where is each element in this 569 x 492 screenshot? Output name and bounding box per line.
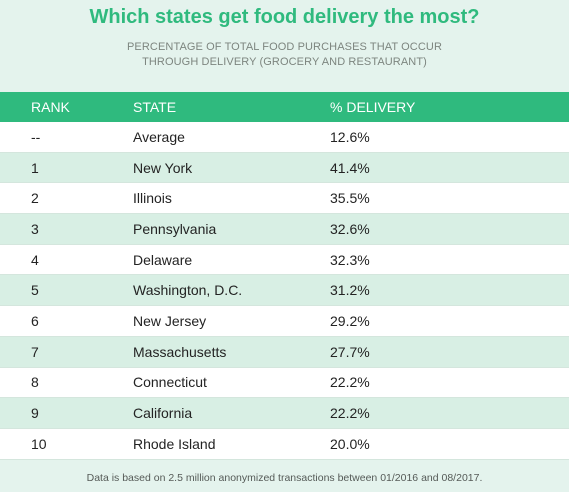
table-row: 6 New Jersey 29.2% (0, 306, 569, 337)
table-row: 10 Rhode Island 20.0% (0, 428, 569, 460)
table-row: 8 Connecticut 22.2% (0, 367, 569, 399)
table-row: 1 New York 41.4% (0, 152, 569, 184)
footnote: Data is based on 2.5 million anonymized … (86, 472, 483, 484)
state-cell: California (133, 405, 193, 422)
delivery-cell: 20.0% (330, 435, 370, 452)
state-cell: Pennsylvania (133, 220, 217, 237)
state-cell: Illinois (133, 190, 172, 207)
delivery-cell: 32.6% (330, 220, 370, 237)
table-row: 9 California 22.2% (0, 398, 569, 429)
table-row: 7 Massachusetts 27.7% (0, 336, 569, 368)
rank-cell: 7 (31, 343, 39, 360)
rank-cell: 6 (31, 312, 39, 329)
rank-cell: 8 (31, 374, 39, 391)
table-row: 3 Pennsylvania 32.6% (0, 214, 569, 245)
state-cell: Massachusetts (133, 343, 227, 360)
delivery-cell: 22.2% (330, 374, 370, 391)
delivery-cell: 32.3% (330, 251, 370, 268)
rank-cell: 5 (31, 282, 39, 299)
state-cell: New Jersey (133, 312, 207, 329)
state-cell: Rhode Island (133, 435, 216, 452)
table-row: -- Average 12.6% (0, 122, 569, 153)
delivery-cell: 12.6% (330, 128, 370, 145)
chart-subtitle: PERCENTAGE OF TOTAL FOOD PURCHASES THAT … (0, 40, 569, 70)
table-row: 5 Washington, D.C. 31.2% (0, 275, 569, 307)
delivery-cell: 27.7% (330, 343, 370, 360)
table-row: 2 Illinois 35.5% (0, 183, 569, 215)
state-cell: Connecticut (133, 374, 207, 391)
subtitle-line-1: PERCENTAGE OF TOTAL FOOD PURCHASES THAT … (127, 41, 442, 53)
rank-cell: -- (31, 128, 41, 145)
header-delivery: % DELIVERY (330, 99, 416, 115)
table-header-row: RANK STATE % DELIVERY (0, 92, 569, 122)
table-row: 4 Delaware 32.3% (0, 244, 569, 276)
state-cell: Washington, D.C. (133, 282, 243, 299)
rank-cell: 10 (31, 435, 47, 452)
rank-cell: 3 (31, 220, 39, 237)
rank-cell: 9 (31, 405, 39, 422)
delivery-cell: 35.5% (330, 190, 370, 207)
delivery-cell: 31.2% (330, 282, 370, 299)
state-cell: Delaware (133, 251, 193, 268)
rank-cell: 4 (31, 251, 39, 268)
header-state: STATE (133, 99, 177, 115)
subtitle-line-2: THROUGH DELIVERY (GROCERY AND RESTAURANT… (142, 56, 427, 68)
rank-cell: 2 (31, 190, 39, 207)
chart-title: Which states get food delivery the most? (89, 6, 480, 28)
delivery-cell: 22.2% (330, 405, 370, 422)
delivery-cell: 29.2% (330, 312, 370, 329)
header-rank: RANK (31, 99, 70, 115)
delivery-table: RANK STATE % DELIVERY -- Average 12.6% 1 New… (0, 92, 569, 460)
delivery-cell: 41.4% (330, 159, 370, 176)
state-cell: New York (133, 159, 193, 176)
state-cell: Average (133, 128, 185, 145)
rank-cell: 1 (31, 159, 39, 176)
